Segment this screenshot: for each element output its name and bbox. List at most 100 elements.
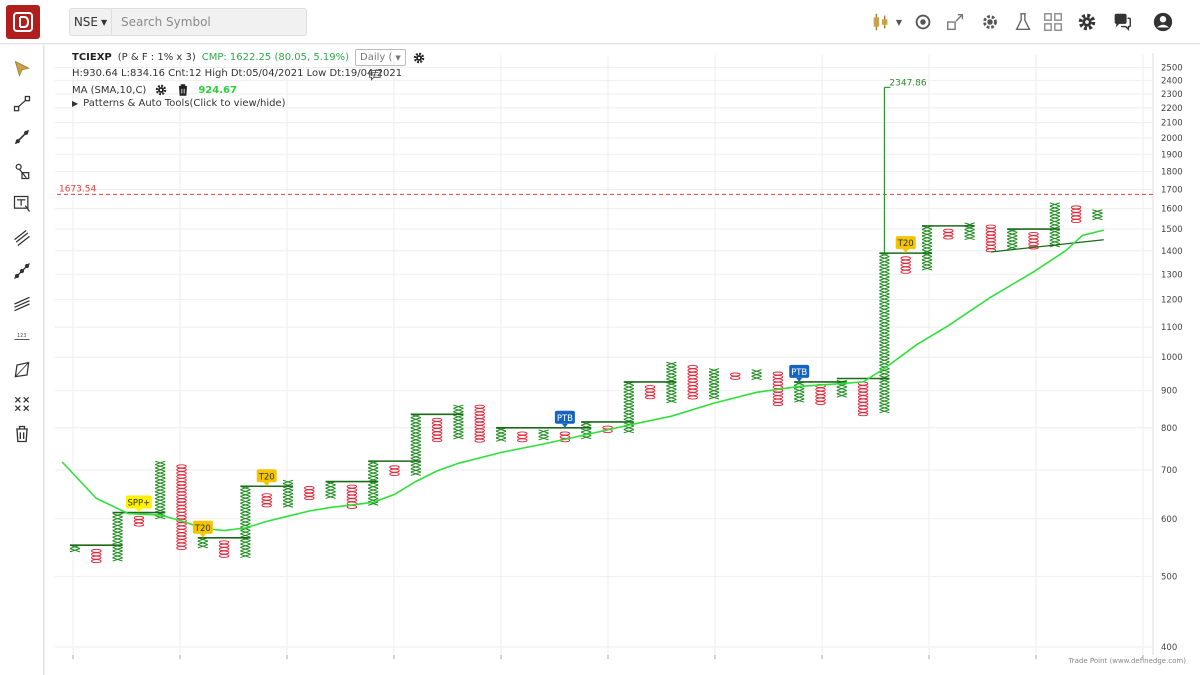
x-mark — [197, 544, 208, 549]
tag-pointer — [199, 533, 206, 538]
o-mark — [730, 375, 741, 380]
cross-delete-icon[interactable] — [10, 392, 34, 416]
chart-params: (P & F : 1% x 3) — [117, 52, 196, 63]
help-chat-icon[interactable] — [1110, 10, 1134, 34]
o-mark — [644, 385, 656, 389]
x-mark — [623, 425, 634, 430]
o-mark — [900, 259, 911, 264]
pnf-chart[interactable]: 400 500 600 700 800 900 1000 1100 1200 1300 1400 15… — [45, 45, 1200, 675]
x-mark — [708, 378, 720, 383]
x-mark — [538, 429, 549, 434]
x-mark — [879, 358, 890, 363]
chevron-down-icon: ▼ — [101, 17, 108, 27]
polygon-icon[interactable] — [10, 358, 34, 382]
o-column — [261, 493, 272, 508]
x-mark — [666, 368, 677, 373]
x-mark — [879, 398, 890, 404]
layout-grid-icon[interactable] — [1041, 10, 1065, 34]
o-mark — [176, 522, 187, 527]
o-mark — [176, 515, 187, 520]
gear-icon[interactable] — [154, 83, 168, 97]
o-mark — [474, 414, 485, 419]
o-column — [644, 385, 656, 400]
ma-value: 924.67 — [198, 84, 237, 96]
x-mark — [368, 474, 379, 479]
x-mark — [282, 493, 294, 498]
ray-icon[interactable] — [10, 259, 34, 283]
x-mark — [623, 408, 634, 413]
x-mark — [240, 540, 251, 545]
chevron-down-icon[interactable]: ▼ — [895, 17, 903, 27]
o-mark — [474, 404, 485, 409]
lab-icon[interactable] — [1011, 10, 1035, 34]
x-mark — [879, 256, 890, 261]
o-mark — [1028, 235, 1039, 240]
x-mark — [666, 371, 677, 377]
x-mark — [879, 300, 890, 305]
line-tool-icon[interactable] — [10, 92, 34, 116]
replay-icon[interactable] — [911, 10, 935, 34]
o-mark — [346, 491, 358, 496]
x-mark — [410, 441, 421, 446]
settings-icon[interactable] — [1075, 10, 1099, 34]
trash-icon[interactable] — [10, 422, 34, 446]
parallel-lines-icon[interactable] — [10, 292, 34, 316]
o-mark — [431, 424, 443, 429]
channel-icon[interactable] — [10, 226, 34, 250]
x-column — [325, 481, 336, 499]
patterns-toggle[interactable]: ▶ Patterns & Auto Tools(Click to view/hi… — [72, 98, 286, 109]
x-mark — [1049, 215, 1060, 221]
search-input[interactable] — [111, 8, 307, 36]
chart-panel[interactable]: 400 500 600 700 800 900 1000 1100 1200 1300 1400 15… — [45, 45, 1200, 675]
x-mark — [1049, 205, 1060, 210]
x-mark — [708, 385, 720, 390]
o-mark — [474, 421, 485, 426]
o-mark — [985, 238, 997, 243]
x-mark — [410, 434, 421, 439]
x-mark — [1049, 202, 1060, 207]
x-mark — [921, 235, 933, 240]
cursor-icon[interactable] — [10, 57, 34, 81]
o-mark — [304, 492, 315, 497]
x-mark — [1007, 238, 1018, 244]
o-mark — [91, 559, 102, 564]
exchange-label: NSE — [73, 15, 99, 29]
o-mark — [474, 418, 485, 423]
gear-icon[interactable] — [412, 51, 426, 65]
o-column — [1070, 205, 1082, 223]
comment-icon[interactable] — [368, 68, 382, 85]
o-mark — [1028, 231, 1039, 236]
text-note-icon[interactable] — [10, 192, 34, 216]
o-mark — [176, 529, 187, 533]
x-mark — [666, 375, 677, 380]
o-column — [218, 540, 230, 558]
o-mark — [772, 395, 784, 400]
trendline-icon[interactable] — [10, 125, 34, 149]
cmp-value: CMP: 1622.25 (80.05, 5.19%) — [201, 52, 350, 63]
fib-tool-icon[interactable] — [10, 159, 34, 183]
user-icon[interactable] — [1151, 10, 1175, 34]
timeframe-select[interactable]: Daily (▼ — [355, 49, 406, 66]
x-mark — [410, 427, 421, 432]
y-tick-label: 500 — [1161, 572, 1177, 582]
x-mark — [708, 395, 720, 400]
trash-icon[interactable] — [176, 83, 190, 97]
scale-icon[interactable] — [944, 10, 968, 34]
stats-line: H:930.64 L:834.16 Cnt:12 High Dt:05/04/2… — [72, 68, 402, 81]
scanner-gear-icon[interactable] — [978, 10, 1002, 34]
exchange-select[interactable]: NSE ▼ — [69, 8, 111, 36]
x-mark — [112, 550, 123, 555]
measure-icon[interactable]: 123 — [10, 325, 34, 349]
x-mark — [581, 435, 592, 440]
x-mark — [1049, 232, 1060, 238]
x-column — [112, 513, 123, 562]
o-mark — [474, 428, 485, 433]
o-column — [1028, 231, 1039, 250]
o-mark — [176, 474, 187, 479]
pattern-tag: T20 — [895, 236, 916, 254]
symbol-name[interactable]: TCIEXP — [72, 52, 112, 63]
candlestick-icon[interactable] — [869, 10, 893, 34]
app-logo[interactable] — [6, 5, 40, 39]
x-mark — [368, 487, 379, 493]
x-mark — [836, 393, 847, 398]
